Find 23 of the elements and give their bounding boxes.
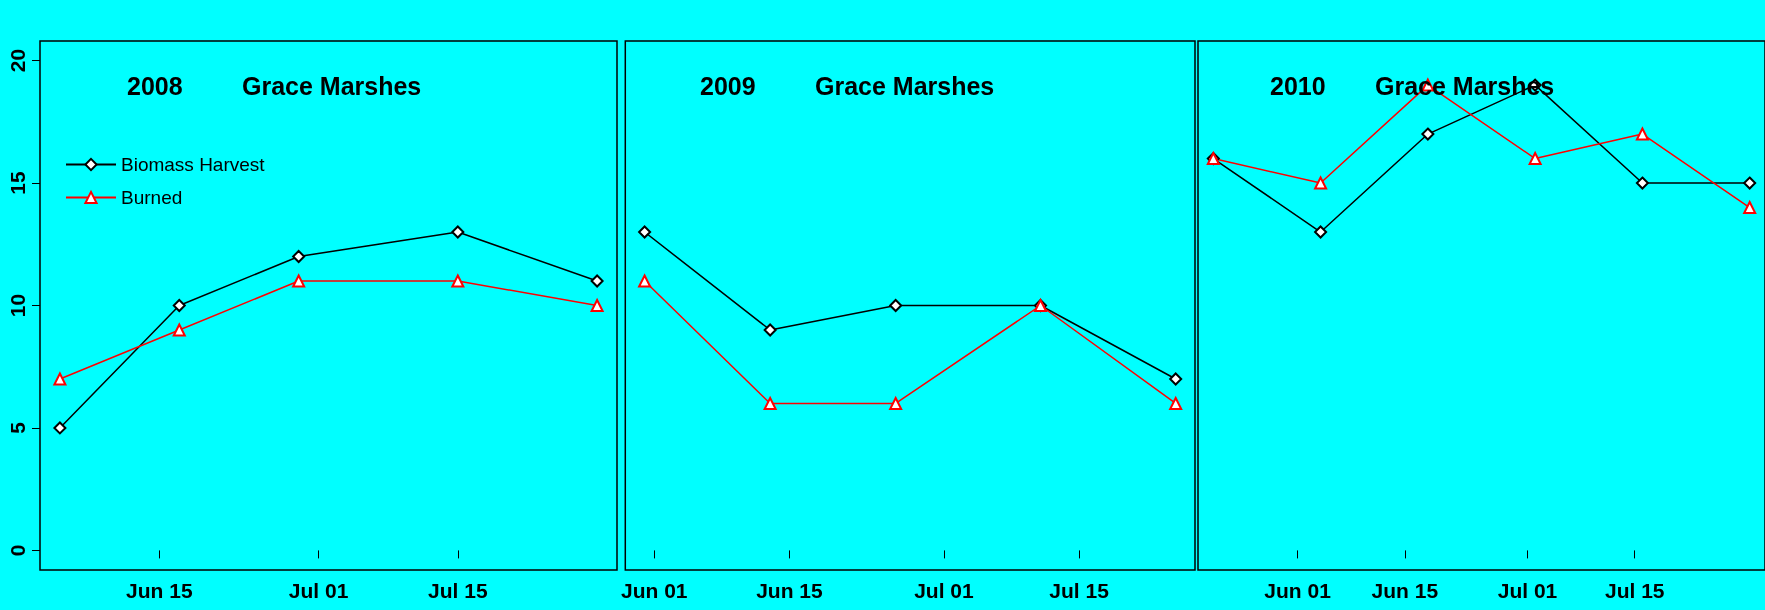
legend-label: Burned [121,187,183,208]
y-tick-label: 20 [6,48,29,73]
x-tick-label: Jun 01 [1264,579,1332,602]
x-tick-label: Jul 01 [288,579,349,602]
y-tick-label: 5 [6,421,29,434]
text: Grace Marshes [242,71,422,100]
text: 2009 [700,71,756,100]
x-tick-label: Jun 15 [126,579,193,602]
y-tick-label: 10 [6,293,29,318]
x-tick-label: Jul 01 [914,579,975,602]
text: Grace Marshes [815,71,995,100]
x-tick-label: Jul 01 [1497,579,1558,602]
y-tick-label: 15 [6,171,29,195]
text: 2010 [1270,71,1326,100]
x-tick-label: Jun 01 [621,579,688,602]
legend-label: Biomass Harvest [121,154,266,175]
x-tick-label: Jun 15 [1371,579,1439,602]
x-tick-label: Jul 15 [1049,579,1110,602]
x-tick-label: Jul 15 [1604,579,1665,602]
x-tick-label: Jul 15 [428,579,488,602]
x-tick-label: Jun 15 [756,579,824,602]
text: 2008 [127,71,183,100]
y-tick-label: 0 [6,544,29,557]
